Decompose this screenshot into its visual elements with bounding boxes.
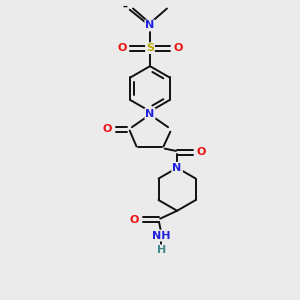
Text: NH: NH [152, 231, 170, 241]
Text: N: N [146, 109, 154, 118]
Text: N: N [172, 163, 182, 173]
Text: –: – [123, 1, 128, 11]
Text: N: N [146, 20, 154, 31]
Text: O: O [117, 43, 126, 53]
Text: H: H [157, 245, 166, 255]
Text: O: O [196, 147, 206, 157]
Text: S: S [146, 43, 154, 53]
Text: O: O [102, 124, 112, 134]
Text: O: O [174, 43, 183, 53]
Text: N: N [172, 163, 182, 173]
Text: O: O [130, 215, 139, 225]
